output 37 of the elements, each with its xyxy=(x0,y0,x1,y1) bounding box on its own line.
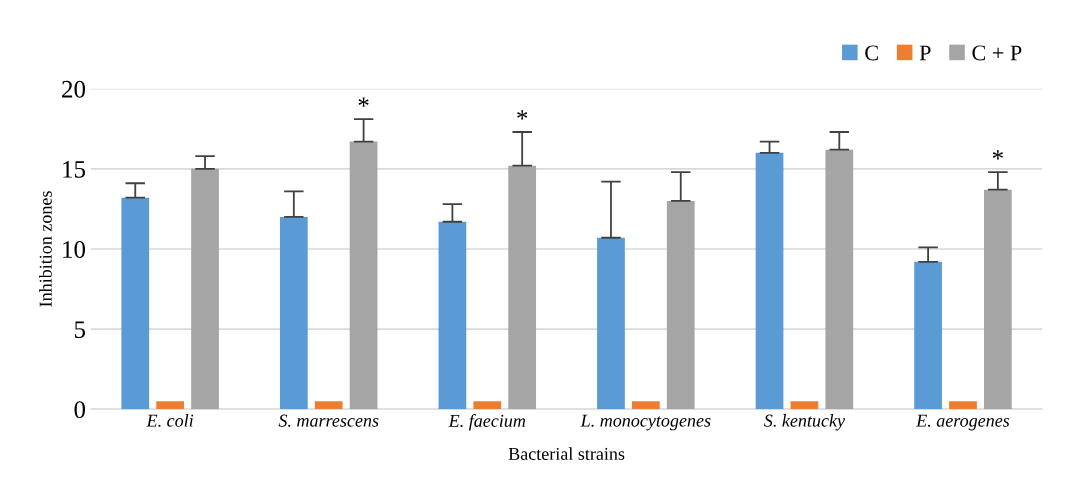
y-tick-label: 0 xyxy=(74,401,86,419)
bar xyxy=(279,216,308,410)
bar xyxy=(666,200,695,410)
bar xyxy=(949,401,977,410)
bar xyxy=(790,401,819,410)
bar xyxy=(191,168,219,410)
bar xyxy=(755,152,784,410)
x-tick-label: S. kentucky xyxy=(764,414,846,431)
bar xyxy=(349,141,378,410)
x-tick-label: E. coli xyxy=(146,414,194,427)
x-axis-title: Bacterial strains xyxy=(508,447,625,460)
bar xyxy=(631,401,660,410)
y-tick-label: 10 xyxy=(63,241,86,258)
x-tick-label: S. marrescens xyxy=(278,414,379,427)
bar xyxy=(508,165,537,410)
x-tick-label: E. aerogenes xyxy=(915,414,1010,431)
y-axis-title: Inhibition zones xyxy=(39,191,52,307)
y-tick-label: 5 xyxy=(74,321,86,338)
bar xyxy=(314,401,343,410)
bar xyxy=(597,237,625,410)
bar xyxy=(473,401,502,410)
bar xyxy=(825,149,854,410)
y-tick-label: 15 xyxy=(63,161,86,178)
y-tick-label: 20 xyxy=(62,80,86,98)
data-label: * xyxy=(992,150,1003,160)
bar xyxy=(121,197,150,410)
bar xyxy=(156,401,185,410)
bar xyxy=(914,261,942,410)
data-label: * xyxy=(517,110,528,120)
legend-label: C xyxy=(865,45,878,61)
bar xyxy=(438,221,467,410)
x-tick-label: L. monocytogenes xyxy=(580,414,711,431)
bar xyxy=(984,189,1012,410)
legend-label: P xyxy=(919,45,931,61)
data-label: * xyxy=(358,97,369,107)
x-tick-label: E. faecium xyxy=(448,414,526,431)
legend-label: C + P xyxy=(972,45,1022,61)
